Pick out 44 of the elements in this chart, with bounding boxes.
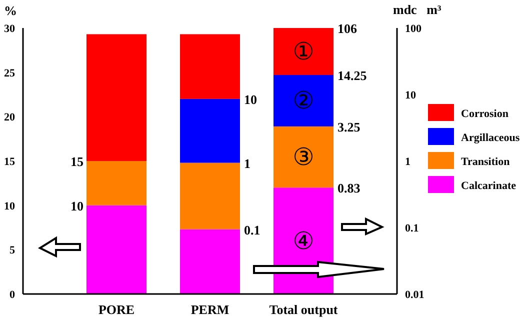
annotation: 1: [244, 156, 250, 171]
annotation: ③: [292, 143, 314, 172]
legend-label: Argillaceous: [461, 132, 520, 144]
y-tick-label: 25: [4, 67, 16, 80]
bar: [86, 161, 146, 206]
y2-tick-label: 10: [405, 90, 416, 102]
annotation: 14.25: [338, 68, 368, 83]
y-axis-title: %: [4, 3, 17, 18]
bar: [180, 229, 240, 294]
annotation: 15: [70, 154, 84, 169]
y-tick-label: 10: [4, 200, 16, 212]
y2-tick-label: 100: [405, 23, 422, 35]
annotation: 10: [70, 198, 84, 214]
y-tick-label: 15: [4, 156, 16, 168]
y2-tick-label: 0.1: [405, 222, 419, 234]
y-tick-label: 30: [4, 23, 16, 35]
bar: [86, 34, 146, 161]
legend-label: Transition: [461, 156, 510, 168]
annotation: 0.1: [244, 222, 260, 238]
annotation: 3.25: [338, 119, 361, 134]
legend-label: Corrosion: [461, 108, 508, 120]
annotation: ②: [292, 86, 314, 115]
y2-tick-label: 0.01: [405, 289, 424, 301]
y2-axis-title: mdc m³: [393, 2, 442, 17]
bar: [274, 28, 334, 75]
bar: [274, 126, 334, 188]
legend-label: Calcarinate: [461, 180, 516, 192]
y2-tick-label: 1: [405, 156, 410, 168]
x-tick-label: Total output: [269, 302, 338, 317]
bar: [180, 34, 240, 99]
bar: [274, 74, 334, 126]
x-tick-label: PERM: [190, 302, 230, 317]
annotation: 106: [338, 21, 358, 36]
y-tick-label: 20: [4, 112, 16, 124]
bar: [180, 162, 240, 230]
bar: [86, 205, 146, 294]
annotation: ④: [292, 226, 314, 255]
annotation: ①: [292, 37, 314, 66]
annotation: 10: [244, 92, 257, 107]
annotation: 0.83: [338, 180, 361, 196]
y-tick-label: 5: [10, 244, 16, 257]
y-tick-label: 0: [10, 289, 16, 301]
x-tick-label: PORE: [98, 302, 135, 317]
bar: [180, 98, 240, 163]
